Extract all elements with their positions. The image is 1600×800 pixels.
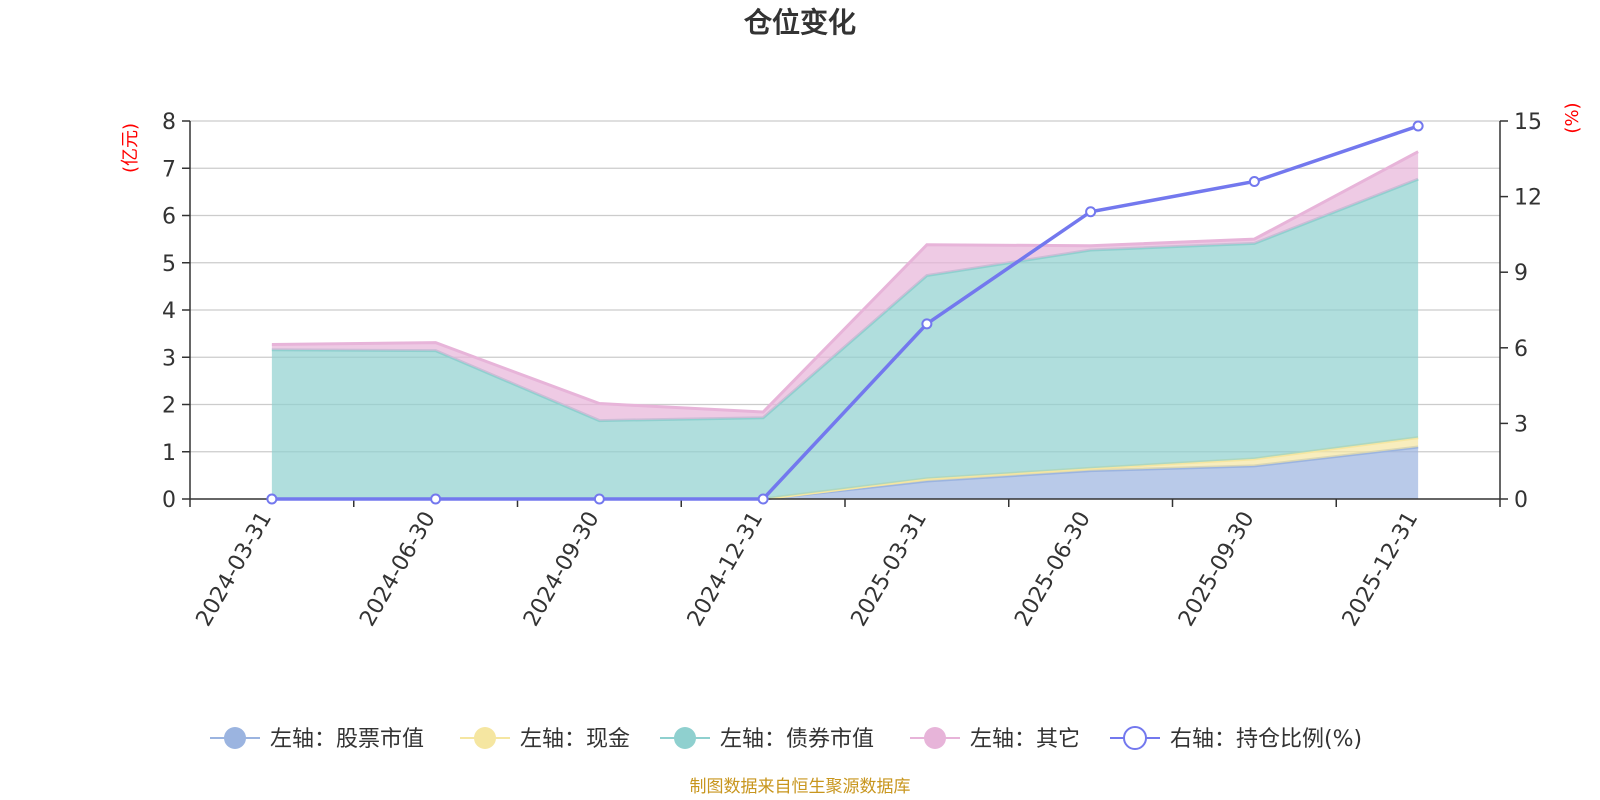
legend-marker — [1123, 726, 1147, 750]
right-tick-label: 9 — [1514, 261, 1528, 286]
ratio-point — [757, 493, 769, 505]
legend-label: 左轴：其它 — [970, 727, 1080, 752]
ratio-point — [593, 493, 605, 505]
left-tick-label: 5 — [162, 252, 176, 277]
left-tick-label: 3 — [162, 346, 176, 371]
left-tick-label: 2 — [162, 394, 176, 419]
x-tick-label: 2025-09-30 — [1174, 508, 1260, 631]
data-source-note: 制图数据来自恒生聚源数据库 — [690, 777, 911, 797]
right-tick-label: 15 — [1514, 110, 1542, 135]
left-tick-label: 8 — [162, 110, 176, 135]
stacked-areas — [271, 150, 1419, 501]
left-tick-label: 7 — [162, 157, 176, 182]
x-tick-label: 2025-06-30 — [1010, 508, 1096, 631]
right-tick-label: 3 — [1514, 412, 1528, 437]
ratio-point — [430, 493, 442, 505]
area-bond — [271, 179, 1419, 499]
legend-label: 左轴：债券市值 — [720, 727, 874, 752]
area-edge-other — [271, 150, 1419, 414]
legend-marker — [224, 727, 246, 749]
legend-label: 左轴：股票市值 — [270, 727, 424, 752]
x-tick-label: 2024-09-30 — [519, 508, 605, 631]
right-axis-unit: (%) — [1562, 102, 1583, 133]
legend: 左轴：股票市值 左轴：现金 左轴：债券市值 左轴：其它 右轴：持仓比例(%) — [210, 726, 1362, 752]
x-tick-label: 2025-03-31 — [846, 508, 932, 631]
x-tick-label: 2024-12-31 — [683, 508, 769, 631]
legend-marker — [674, 727, 696, 749]
legend-label: 右轴：持仓比例(%) — [1170, 727, 1362, 752]
ratio-line — [266, 120, 1424, 505]
ratio-point — [266, 493, 278, 505]
ratio-point — [1085, 206, 1097, 218]
right-tick-label: 6 — [1514, 337, 1528, 362]
right-tick-label: 0 — [1514, 488, 1528, 513]
ratio-point — [1248, 175, 1260, 187]
right-tick-label: 12 — [1514, 186, 1542, 211]
left-tick-label: 0 — [162, 488, 176, 513]
legend-marker — [924, 727, 946, 749]
chart-title: 仓位变化 — [744, 6, 856, 39]
ratio-point — [1412, 120, 1424, 132]
legend-marker — [474, 727, 496, 749]
left-tick-label: 6 — [162, 205, 176, 230]
ratio-series-line — [271, 124, 1419, 501]
legend-label: 左轴：现金 — [520, 727, 630, 752]
x-tick-label: 2025-12-31 — [1338, 508, 1424, 631]
left-axis-unit: (亿元) — [120, 123, 141, 173]
left-tick-label: 1 — [162, 441, 176, 466]
x-tick-label: 2024-03-31 — [191, 508, 277, 631]
left-tick-label: 4 — [162, 299, 176, 324]
ratio-point — [921, 318, 933, 330]
x-tick-label: 2024-06-30 — [355, 508, 441, 631]
area-stock — [271, 447, 1419, 499]
